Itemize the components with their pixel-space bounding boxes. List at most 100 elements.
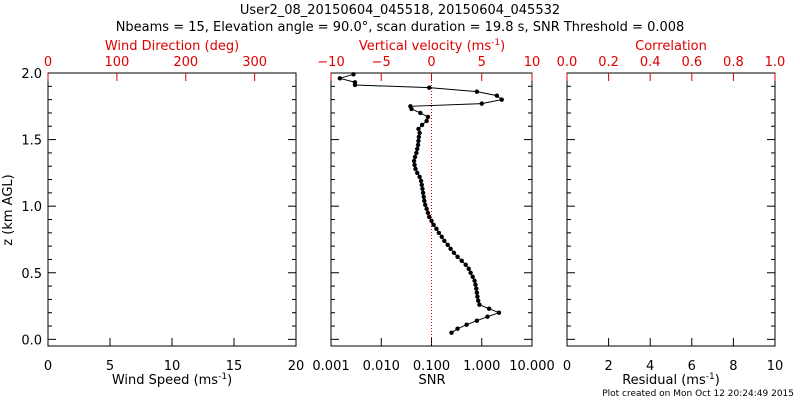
plot-frame xyxy=(47,72,297,347)
x-tick-label: 0.001 xyxy=(312,359,349,374)
y-tick-label: 0.5 xyxy=(21,267,42,282)
top-tick-label: 200 xyxy=(173,55,198,70)
data-point xyxy=(486,306,492,311)
data-point xyxy=(434,226,439,232)
x-tick-label: 0.010 xyxy=(363,359,400,374)
data-point xyxy=(474,89,480,94)
data-point xyxy=(477,302,482,307)
data-point xyxy=(425,114,431,120)
top-tick-label: 0.6 xyxy=(681,55,702,70)
data-point xyxy=(337,76,343,81)
data-point xyxy=(421,194,426,200)
data-point xyxy=(414,150,419,156)
y-tick-label: 1.5 xyxy=(21,134,42,149)
data-point xyxy=(416,138,421,144)
plot-frame xyxy=(330,72,533,347)
data-point xyxy=(449,330,454,335)
data-point xyxy=(411,158,417,164)
data-point xyxy=(420,190,426,196)
top-tick-label: 1.0 xyxy=(765,55,786,70)
x-tick-label: 0 xyxy=(563,359,571,374)
data-point xyxy=(352,80,358,85)
data-point xyxy=(494,93,500,98)
x-tick-label: 4 xyxy=(646,359,654,374)
bottom-axis: 0 5 10 15 20 xyxy=(44,338,304,374)
data-point xyxy=(474,318,480,323)
data-point xyxy=(413,166,418,172)
data-point xyxy=(427,214,432,220)
data-point xyxy=(479,101,484,106)
data-point xyxy=(431,222,436,228)
data-point xyxy=(412,154,418,160)
data-point xyxy=(473,282,478,287)
top-tick-label: 0 xyxy=(427,55,435,70)
data-point xyxy=(418,178,424,184)
data-point xyxy=(439,234,444,239)
data-point xyxy=(451,250,457,255)
data-point xyxy=(423,202,428,208)
bottom-axis: 0 2 4 6 8 10 xyxy=(563,338,783,374)
data-point xyxy=(468,270,473,275)
data-point xyxy=(474,290,480,295)
footer-note: Plot created on Mon Oct 12 20:24:49 2015 xyxy=(602,389,794,399)
y-axis-label: z (km AGL) xyxy=(1,174,16,245)
top-tick-label: −10 xyxy=(317,55,344,70)
data-point xyxy=(459,258,464,263)
data-point xyxy=(476,298,481,303)
y-tick-label: 1.0 xyxy=(21,200,42,215)
top-tick-label: −5 xyxy=(372,55,391,70)
x-tick-label: 0.100 xyxy=(413,359,450,374)
data-point xyxy=(445,242,450,247)
x-tick-label: 10 xyxy=(767,359,784,374)
data-point xyxy=(415,142,421,148)
top-tick-label: 5 xyxy=(478,55,486,70)
data-point xyxy=(416,126,421,132)
data-point xyxy=(464,322,469,327)
data-point xyxy=(436,230,442,236)
data-point xyxy=(474,286,479,291)
data-point xyxy=(422,198,427,204)
panel-snr-velocity: 0.001 0.010 0.100 1.000 10.000 −10 −5 0 5 10 Ver… xyxy=(312,38,554,388)
top-axis-label: Correlation xyxy=(635,39,707,54)
figure-subtitle: Nbeams = 15, Elevation angle = 90.0°, sc… xyxy=(116,20,685,35)
top-axis: 0.0 0.2 0.4 0.6 0.8 1.0 xyxy=(557,55,786,81)
data-point xyxy=(420,186,425,192)
panel-residual-correlation: 0 2 4 6 8 10 0.0 0.2 0.4 0.6 0.8 1.0 Correlation R… xyxy=(557,39,786,388)
top-tick-label: 0.4 xyxy=(640,55,661,70)
data-point xyxy=(470,274,475,279)
top-tick-label: 10 xyxy=(524,55,541,70)
left-axis xyxy=(331,72,532,340)
data-point xyxy=(419,182,424,188)
x-tick-label: 15 xyxy=(226,359,243,374)
bottom-axis-label: Residual (ms-1) xyxy=(622,372,720,388)
data-point xyxy=(408,104,413,109)
panel-wind: 0 5 10 15 20 0 100 200 300 0.0 0.5 1.0 1.5 2.0 Wind… xyxy=(1,39,304,388)
data-point xyxy=(417,174,422,180)
x-tick-label: 2 xyxy=(604,359,612,374)
data-point xyxy=(427,85,432,90)
data-point xyxy=(455,254,460,259)
top-tick-label: 300 xyxy=(242,55,267,70)
top-tick-label: 0 xyxy=(44,55,52,70)
data-point xyxy=(424,206,429,212)
data-point xyxy=(415,146,420,152)
x-tick-label: 5 xyxy=(106,359,114,374)
top-tick-label: 0.2 xyxy=(598,55,619,70)
plot-frame xyxy=(566,72,776,347)
data-point xyxy=(429,218,434,224)
top-axis: 0 100 200 300 xyxy=(44,55,267,81)
data-point xyxy=(418,110,423,116)
bottom-axis-label: SNR xyxy=(418,373,445,388)
top-tick-label: 0.0 xyxy=(557,55,578,70)
x-tick-label: 10 xyxy=(164,359,181,374)
data-point xyxy=(425,210,431,216)
data-point xyxy=(415,170,420,176)
x-tick-label: 1.000 xyxy=(463,359,500,374)
left-axis: 0.0 0.5 1.0 1.5 2.0 xyxy=(21,67,296,348)
x-tick-label: 6 xyxy=(688,359,696,374)
bottom-axis: 0.001 0.010 0.100 1.000 10.000 xyxy=(312,338,555,374)
data-point xyxy=(412,162,417,168)
x-tick-label: 8 xyxy=(729,359,737,374)
x-tick-label: 0 xyxy=(44,359,52,374)
data-point xyxy=(424,118,429,124)
